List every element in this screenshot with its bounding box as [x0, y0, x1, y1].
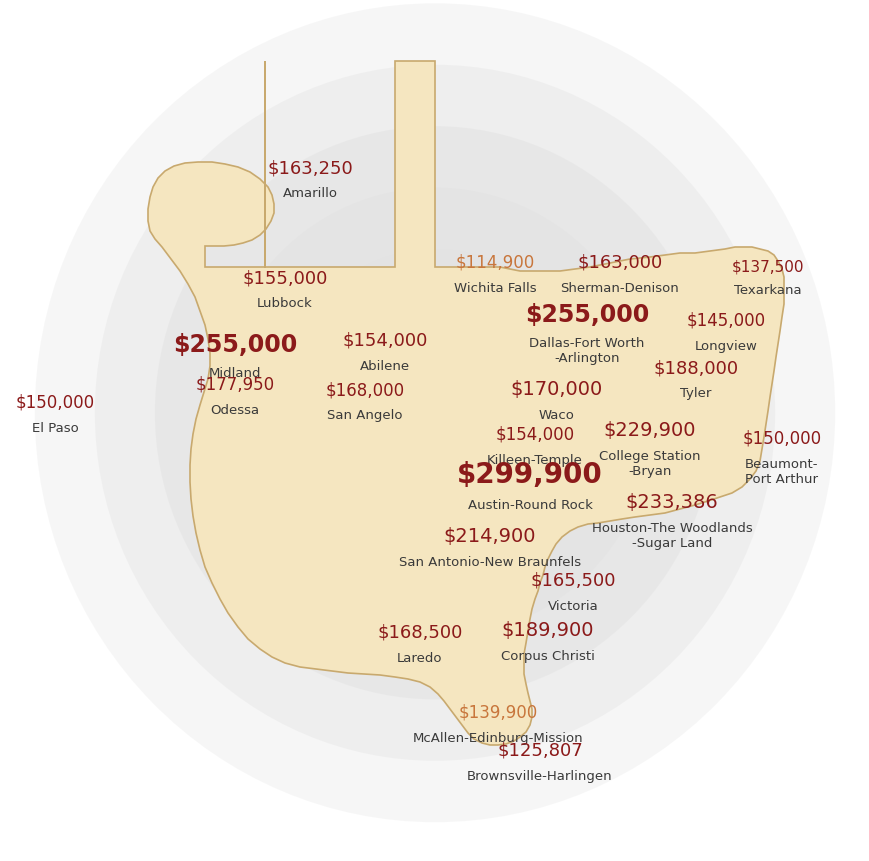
- Text: $170,000: $170,000: [510, 380, 602, 399]
- Text: McAllen-Edinburg-Mission: McAllen-Edinburg-Mission: [412, 731, 582, 744]
- Text: $154,000: $154,000: [494, 425, 574, 443]
- Text: College Station
-Bryan: College Station -Bryan: [599, 449, 700, 478]
- Text: Houston-The Woodlands
-Sugar Land: Houston-The Woodlands -Sugar Land: [591, 522, 752, 549]
- Text: San Angelo: San Angelo: [327, 408, 402, 422]
- Text: $139,900: $139,900: [458, 703, 537, 722]
- Text: $214,900: $214,900: [443, 526, 535, 545]
- Text: $155,000: $155,000: [242, 269, 328, 287]
- Text: $189,900: $189,900: [501, 620, 594, 639]
- Text: $150,000: $150,000: [741, 430, 820, 448]
- Text: Brownsville-Harlingen: Brownsville-Harlingen: [467, 769, 612, 782]
- Text: Midland: Midland: [209, 367, 261, 380]
- Text: Laredo: Laredo: [397, 651, 442, 664]
- Polygon shape: [148, 62, 783, 745]
- Text: Texarkana: Texarkana: [733, 283, 801, 297]
- Text: $168,500: $168,500: [377, 623, 462, 641]
- Text: Lubbock: Lubbock: [257, 297, 313, 310]
- Text: Waco: Waco: [539, 408, 574, 422]
- Text: $145,000: $145,000: [686, 312, 765, 330]
- Text: Amarillo: Amarillo: [282, 187, 337, 200]
- Ellipse shape: [155, 127, 714, 699]
- Text: $154,000: $154,000: [342, 331, 428, 350]
- Text: Austin-Round Rock: Austin-Round Rock: [467, 499, 592, 511]
- Text: $188,000: $188,000: [653, 358, 738, 376]
- Text: $165,500: $165,500: [529, 572, 615, 589]
- Text: Odessa: Odessa: [210, 404, 259, 417]
- Text: $255,000: $255,000: [524, 303, 648, 326]
- Text: $229,900: $229,900: [603, 420, 695, 439]
- Text: Wichita Falls: Wichita Falls: [453, 282, 535, 294]
- Ellipse shape: [35, 4, 834, 822]
- Text: San Antonio-New Braunfels: San Antonio-New Braunfels: [399, 555, 580, 568]
- Text: El Paso: El Paso: [31, 422, 78, 435]
- Text: Beaumont-
Port Arthur: Beaumont- Port Arthur: [745, 457, 818, 486]
- Text: $163,000: $163,000: [577, 254, 662, 272]
- Text: $114,900: $114,900: [454, 254, 534, 272]
- Text: Tyler: Tyler: [680, 387, 711, 400]
- Text: Dallas-Fort Worth
-Arlington: Dallas-Fort Worth -Arlington: [528, 337, 644, 364]
- Text: $299,900: $299,900: [456, 461, 602, 488]
- Text: $168,000: $168,000: [325, 381, 404, 399]
- Ellipse shape: [95, 65, 774, 761]
- Ellipse shape: [215, 189, 654, 638]
- Text: Killeen-Temple: Killeen-Temple: [487, 454, 582, 467]
- Text: Abilene: Abilene: [360, 360, 409, 373]
- Text: $125,807: $125,807: [496, 741, 582, 759]
- Text: Victoria: Victoria: [547, 599, 598, 612]
- Text: Longview: Longview: [693, 339, 757, 353]
- Text: Sherman-Denison: Sherman-Denison: [560, 282, 679, 294]
- Text: $163,250: $163,250: [267, 158, 353, 177]
- Ellipse shape: [275, 250, 594, 577]
- Text: $177,950: $177,950: [196, 375, 275, 393]
- Text: Corpus Christi: Corpus Christi: [501, 649, 594, 662]
- Text: $233,386: $233,386: [625, 492, 718, 511]
- Text: $255,000: $255,000: [173, 332, 297, 356]
- Text: $137,500: $137,500: [731, 258, 803, 274]
- Text: $150,000: $150,000: [16, 393, 95, 412]
